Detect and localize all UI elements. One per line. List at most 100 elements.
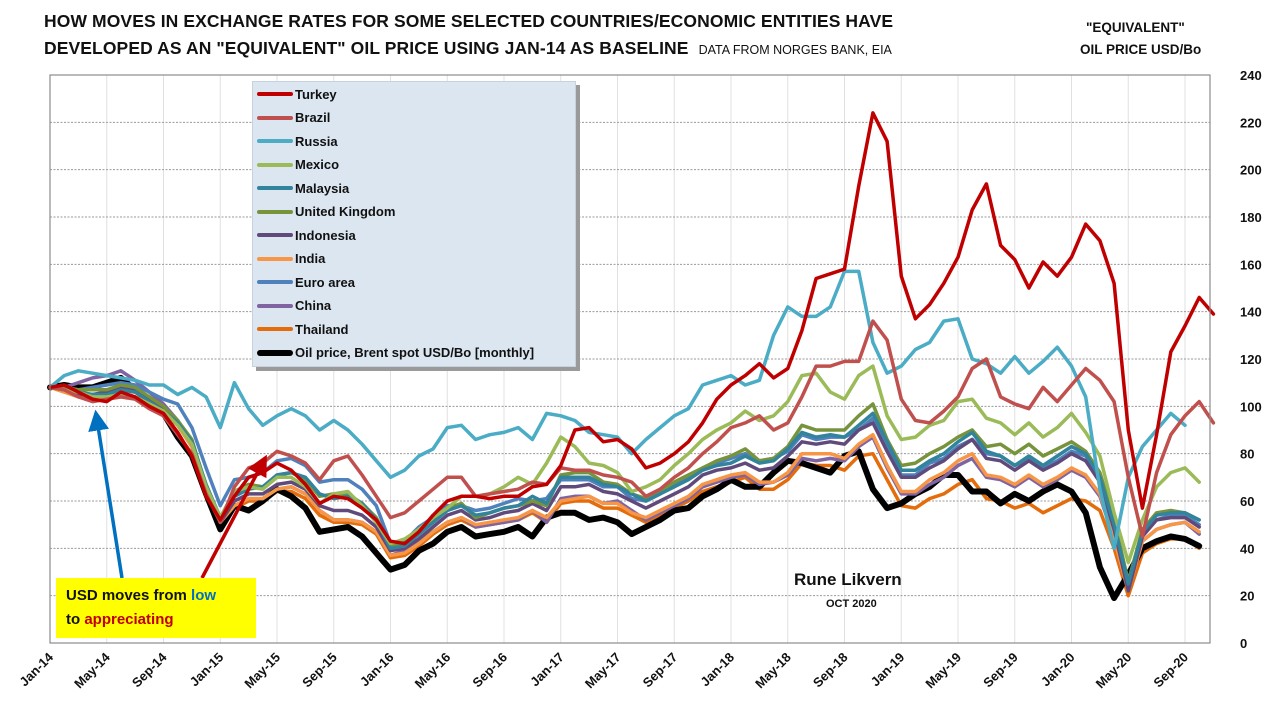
note-text-low: low	[191, 587, 217, 604]
legend-swatch	[257, 162, 293, 167]
legend-item: India	[257, 248, 325, 270]
legend-item: Thailand	[257, 318, 348, 340]
y-tick-label: 120	[1240, 352, 1262, 367]
y-tick-label: 140	[1240, 305, 1262, 320]
axes	[49, 74, 1211, 644]
legend-item: Oil price, Brent spot USD/Bo [monthly]	[257, 342, 534, 364]
series-line-russia	[48, 269, 1187, 551]
legend-label: Malaysia	[295, 180, 350, 196]
legend-swatch	[257, 256, 293, 261]
legend-swatch	[257, 303, 293, 308]
y-tick-label: 80	[1240, 447, 1254, 462]
legend-item: Malaysia	[257, 177, 349, 199]
x-tick-labels: Jan-14 May-14 Sep-14 Jan-15 May-15 Sep-15 Jan-…	[16, 649, 1191, 691]
series-line-indonesia	[48, 385, 1201, 593]
legend-label: India	[295, 251, 326, 266]
x-tick-label: May-17	[582, 650, 624, 692]
y-tick-label: 100	[1240, 399, 1262, 414]
author-date: OCT 2020	[826, 598, 877, 610]
legend-label: Russia	[295, 133, 338, 149]
note-text-appreciating: appreciating	[84, 611, 174, 628]
y-tick-label: 60	[1240, 494, 1254, 509]
legend-label: Indonesia	[295, 227, 356, 243]
legend-swatch	[257, 186, 293, 190]
y-tick-labels: 0 20 40 60 80 100 120 140 160 180 200 220 240	[1240, 68, 1262, 651]
y-axis-label: "EQUIVALENT" OIL PRICE USD/Bo	[1080, 17, 1201, 61]
y-axis-label-line-1: "EQUIVALENT"	[1086, 20, 1185, 35]
plot-area-border	[49, 74, 1211, 644]
author-name: Rune Likvern	[794, 570, 902, 589]
y-tick-label: 40	[1240, 541, 1254, 556]
series-line-turkey	[48, 111, 1216, 546]
note-text-2: to	[66, 611, 85, 628]
y-tick-label: 0	[1240, 636, 1247, 651]
series-line-mexico	[48, 364, 1201, 565]
annotation-note: USD moves from low to appreciating	[56, 578, 256, 638]
legend-swatch	[257, 92, 293, 96]
x-tick-label: Sep-18	[810, 650, 851, 691]
x-tick-label: Sep-19	[980, 650, 1021, 691]
y-tick-label: 20	[1240, 589, 1254, 604]
legend-item: Brazil	[257, 107, 330, 129]
x-tick-label: Sep-15	[299, 650, 340, 691]
legend-swatch	[257, 233, 293, 237]
legend-label: United Kingdom	[295, 204, 396, 219]
x-tick-label: Jan-17	[527, 650, 567, 690]
legend: Turkey Brazil Russia Mexico Malaysia United K…	[252, 81, 576, 367]
series-line-oil-price-brent-spot-usd-bo-monthly	[47, 374, 1203, 601]
series-line-malaysia	[48, 385, 1201, 586]
title-line-1: HOW MOVES IN EXCHANGE RATES FOR SOME SEL…	[44, 11, 894, 31]
title-line-2: DEVELOPED AS AN "EQUIVALENT" OIL PRICE U…	[44, 38, 689, 58]
x-tick-label: May-15	[241, 650, 283, 692]
series-lines	[47, 111, 1216, 601]
x-tick-label: Sep-17	[640, 650, 681, 691]
chart-title: HOW MOVES IN EXCHANGE RATES FOR SOME SEL…	[44, 8, 893, 64]
legend-swatch	[257, 115, 293, 120]
legend-swatch	[257, 327, 293, 331]
x-tick-label: Sep-16	[469, 650, 510, 691]
legend-label: Brazil	[295, 110, 331, 125]
data-source: DATA FROM NORGES BANK, EIA	[698, 43, 892, 57]
legend-label: Turkey	[295, 86, 337, 102]
legend-item: Mexico	[257, 154, 339, 176]
note-text-1: USD moves from	[66, 587, 192, 604]
x-tick-label: Jan-18	[697, 650, 737, 690]
x-tick-label: Jan-20	[1038, 650, 1078, 690]
x-tick-label: May-16	[412, 650, 454, 692]
legend-swatch	[257, 139, 293, 143]
x-tick-label: Jan-19	[868, 650, 908, 690]
y-axis-label-line-2: OIL PRICE USD/Bo	[1080, 42, 1202, 57]
legend-label: Oil price, Brent spot USD/Bo [monthly]	[295, 345, 535, 360]
legend-item: China	[257, 295, 331, 317]
legend-item: United Kingdom	[257, 201, 395, 223]
series-line-brazil	[48, 319, 1216, 539]
x-tick-label: Jan-15	[187, 650, 227, 690]
y-tick-label: 240	[1240, 68, 1262, 83]
annotation-arrows	[88, 409, 267, 579]
legend-label: Thailand	[295, 321, 349, 337]
x-tick-label: May-14	[71, 649, 113, 691]
x-tick-label: Sep-20	[1150, 650, 1191, 691]
x-tick-label: May-18	[752, 650, 794, 692]
arrow-appreciating-usd	[200, 454, 267, 579]
x-tick-label: Jan-14	[16, 649, 56, 689]
y-tick-label: 160	[1240, 257, 1262, 272]
legend-item: Euro area	[257, 271, 355, 293]
x-tick-label: May-19	[922, 650, 964, 692]
arrow-low-usd	[88, 409, 124, 579]
x-tick-label: Jan-16	[357, 650, 397, 690]
legend-swatch	[257, 209, 293, 214]
legend-item: Turkey	[257, 83, 337, 105]
legend-item: Russia	[257, 130, 338, 152]
legend-swatch	[257, 349, 293, 356]
legend-item: Indonesia	[257, 224, 356, 246]
legend-label: Mexico	[295, 157, 340, 172]
y-tick-label: 200	[1240, 163, 1262, 178]
grid	[49, 75, 1210, 643]
legend-label: China	[295, 298, 332, 313]
legend-label: Euro area	[295, 274, 355, 290]
legend-swatch	[257, 280, 293, 284]
y-tick-label: 220	[1240, 115, 1262, 130]
y-tick-label: 180	[1240, 210, 1262, 225]
x-tick-label: Sep-14	[129, 649, 170, 690]
